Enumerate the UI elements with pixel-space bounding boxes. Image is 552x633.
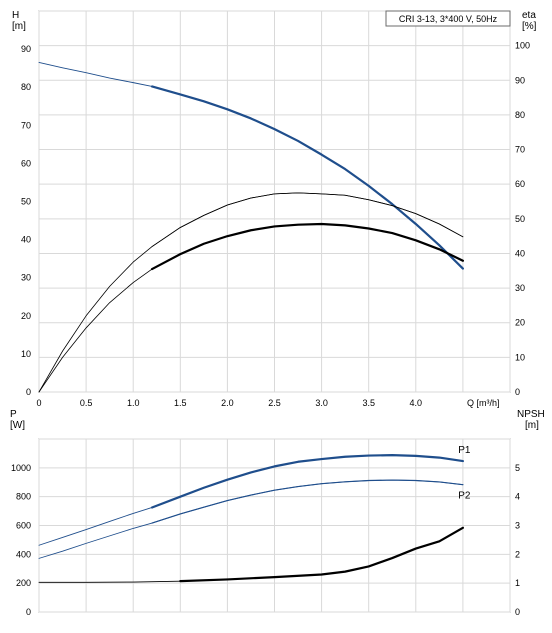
top-right-axis-title: eta xyxy=(522,10,536,21)
bottom-left-y-tick-label: 800 xyxy=(16,492,31,502)
top-x-tick-label: 1.5 xyxy=(174,398,187,408)
NPSH-curve-bold xyxy=(179,526,464,583)
top-right-y-tick-label: 90 xyxy=(515,75,525,85)
top-left-axis-title: H xyxy=(12,10,19,21)
bottom-right-y-tick-label: 0 xyxy=(515,607,520,617)
top-x-tick-label: 4.0 xyxy=(410,398,423,408)
top-left-axis-unit: [m] xyxy=(12,21,26,32)
top-x-tick-label: 3.0 xyxy=(315,398,328,408)
top-right-y-tick-label: 10 xyxy=(515,352,525,362)
bottom-right-axis-unit: [m] xyxy=(525,420,539,431)
bottom-axes: 0 200 400 600 800 1000 0 1 2 3 4 5 xyxy=(11,463,520,617)
top-right-y-tick-label: 80 xyxy=(515,110,525,120)
top-axes: 0 0.5 1.0 1.5 2.0 2.5 3.0 3.5 4.0 0 10 20 30 40 50 60 70… xyxy=(21,41,530,408)
bottom-labels: P [W] NPSH [m] xyxy=(10,409,545,431)
top-labels: H [m] eta [%] Q [m³/h] xyxy=(12,10,537,408)
top-left-y-tick-label: 20 xyxy=(21,311,31,321)
bottom-left-axis-unit: [W] xyxy=(10,420,25,431)
bottom-right-y-tick-label: 5 xyxy=(515,463,520,473)
top-x-tick-label: 2.5 xyxy=(268,398,281,408)
bottom-right-y-tick-label: 1 xyxy=(515,578,520,588)
top-right-y-tick-label: 0 xyxy=(515,387,520,397)
top-right-axis-unit: [%] xyxy=(522,21,537,32)
top-x-tick-label: 2.0 xyxy=(221,398,234,408)
bottom-left-axis-title: P xyxy=(10,409,17,420)
top-left-y-tick-label: 10 xyxy=(21,349,31,359)
top-x-tick-label: 1.0 xyxy=(127,398,140,408)
top-grid xyxy=(38,10,511,393)
top-right-y-tick-label: 20 xyxy=(515,318,525,328)
P2-curve-bold xyxy=(151,479,464,524)
eta-curve-bold xyxy=(151,192,464,247)
bottom-right-y-tick-label: 3 xyxy=(515,521,520,531)
top-x-tick-label: 3.5 xyxy=(362,398,375,408)
chart-title: CRI 3-13, 3*400 V, 50Hz xyxy=(399,14,498,24)
top-right-y-tick-label: 70 xyxy=(515,145,525,155)
title-box xyxy=(385,10,511,27)
top-series xyxy=(38,61,464,393)
top-right-y-tick-label: 100 xyxy=(515,41,530,51)
bottom-right-y-tick-label: 4 xyxy=(515,492,520,502)
bottom-series: P1 P2 xyxy=(38,445,471,583)
top-left-y-tick-label: 40 xyxy=(21,235,31,245)
top-right-y-tick-label: 50 xyxy=(515,214,525,224)
bottom-left-y-tick-label: 400 xyxy=(16,549,31,559)
top-left-y-tick-label: 60 xyxy=(21,158,31,168)
top-left-y-tick-label: 0 xyxy=(26,387,31,397)
p1-curve-label: P1 xyxy=(458,445,471,456)
top-right-y-tick-label: 60 xyxy=(515,179,525,189)
bottom-left-y-tick-label: 1000 xyxy=(11,463,31,473)
bottom-left-y-tick-label: 600 xyxy=(16,521,31,531)
bottom-grid xyxy=(38,438,511,613)
bottom-left-y-tick-label: 200 xyxy=(16,578,31,588)
eta_p1-curve-bold xyxy=(150,222,464,271)
top-left-y-tick-label: 70 xyxy=(21,120,31,130)
top-x-tick-label: 0 xyxy=(36,398,41,408)
H-curve-bold xyxy=(150,85,464,270)
top-x-tick-label: 0.5 xyxy=(80,398,93,408)
top-left-y-tick-label: 30 xyxy=(21,273,31,283)
top-right-y-tick-label: 40 xyxy=(515,248,525,258)
top-left-y-tick-label: 80 xyxy=(21,82,31,92)
title-box-group: CRI 3-13, 3*400 V, 50Hz xyxy=(385,10,511,27)
P1-curve-bold xyxy=(150,454,464,509)
top-left-y-tick-label: 50 xyxy=(21,197,31,207)
bottom-right-y-tick-label: 2 xyxy=(515,549,520,559)
bottom-right-axis-title: NPSH xyxy=(517,409,545,420)
top-right-y-tick-label: 30 xyxy=(515,283,525,293)
top-left-y-tick-label: 90 xyxy=(21,44,31,54)
p2-curve-label: P2 xyxy=(458,491,471,502)
bottom-left-y-tick-label: 0 xyxy=(26,607,31,617)
top-x-axis-label: Q [m³/h] xyxy=(467,398,500,408)
